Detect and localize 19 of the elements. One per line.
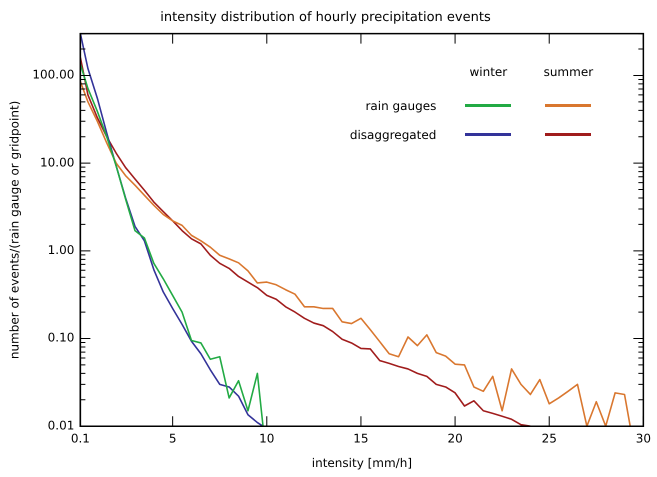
x-axis-title: intensity [mm/h]	[312, 456, 412, 470]
x-tick-label: 25	[542, 432, 557, 446]
x-tick-label: 0.1	[70, 432, 90, 446]
annotation: disaggregated	[350, 128, 436, 142]
x-tick-label: 20	[447, 432, 463, 446]
x-tick-label: 15	[353, 432, 369, 446]
annotation: summer	[544, 64, 594, 79]
annotation: winter	[469, 64, 508, 79]
x-tick-label: 10	[259, 432, 274, 446]
y-tick-label: 100.00	[32, 68, 74, 82]
y-tick-label: 0.10	[48, 330, 74, 345]
chart-title: intensity distribution of hourly precipitation events	[160, 10, 491, 26]
y-axis-title: number of events/(rain gauge or gridpoint)	[7, 100, 22, 360]
x-tick-label: 30	[636, 432, 652, 446]
annotation: rain gauges	[366, 98, 436, 113]
y-tick-label: 10.00	[40, 155, 74, 170]
y-tick-label: 0.01	[48, 418, 74, 432]
x-tick-label: 5	[168, 432, 176, 446]
y-tick-label: 1.00	[48, 242, 74, 257]
